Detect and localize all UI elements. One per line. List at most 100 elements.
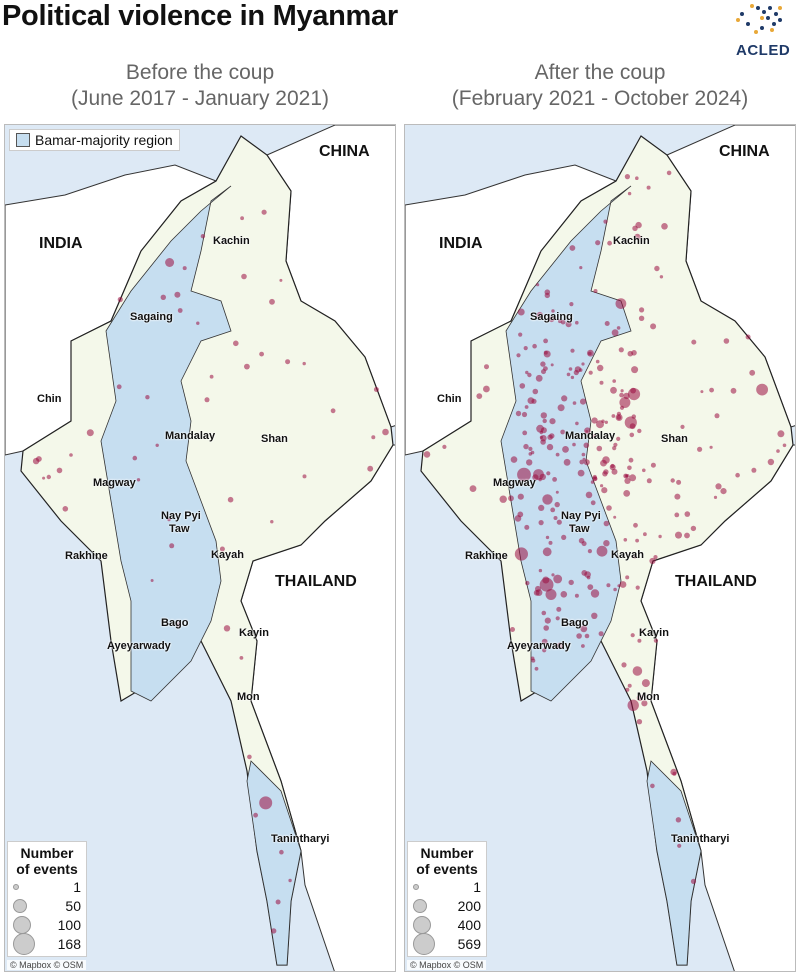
event-dot xyxy=(539,435,543,439)
event-dot xyxy=(590,500,596,506)
event-dot xyxy=(670,478,675,483)
event-dot xyxy=(603,520,610,527)
subtitle-before: Before the coup (June 2017 - January 2021… xyxy=(71,61,329,110)
event-dot xyxy=(167,517,171,522)
event-dot xyxy=(584,427,591,435)
legend-row: 200 xyxy=(413,896,481,915)
event-dot xyxy=(566,372,571,377)
legend-row: 1 xyxy=(13,877,81,896)
legend-row: 1 xyxy=(413,877,481,896)
event-dot xyxy=(713,495,718,499)
event-dot xyxy=(557,642,564,649)
event-dot xyxy=(569,524,573,528)
event-dot xyxy=(517,511,524,518)
event-dot xyxy=(524,524,530,530)
event-dot xyxy=(540,412,547,419)
event-dot xyxy=(649,557,656,565)
event-dot xyxy=(661,223,668,230)
legend-value: 1 xyxy=(73,878,81,895)
event-dot xyxy=(583,459,590,466)
event-dot xyxy=(578,537,585,544)
event-dot xyxy=(528,452,533,456)
event-dot xyxy=(714,413,720,419)
event-dot xyxy=(36,456,42,462)
region-label-sagaing: Sagaing xyxy=(530,311,573,323)
region-label-mon: Mon xyxy=(237,691,260,703)
event-dot xyxy=(483,385,490,393)
map-credit[interactable]: © Mapbox © OSM xyxy=(407,960,487,970)
event-dot xyxy=(631,414,636,419)
event-dot xyxy=(624,477,631,484)
legend-circle xyxy=(413,915,431,934)
event-dot xyxy=(200,234,206,239)
event-dot xyxy=(541,638,548,645)
event-dot xyxy=(581,644,585,648)
event-dot xyxy=(675,817,682,823)
event-dot xyxy=(116,384,122,390)
event-dot xyxy=(641,700,648,707)
event-dot xyxy=(542,547,552,557)
event-dot xyxy=(690,878,697,885)
event-dot xyxy=(627,683,632,688)
map-credit[interactable]: © Mapbox © OSM xyxy=(7,960,87,970)
event-dot xyxy=(526,459,533,466)
event-dot xyxy=(516,353,521,358)
region-label-chin: Chin xyxy=(37,393,62,405)
event-dot xyxy=(46,474,51,480)
subtitle-after: After the coup (February 2021 - October 2… xyxy=(451,61,749,110)
country-label-china: CHINA xyxy=(719,143,770,160)
event-dot xyxy=(469,485,477,492)
event-dot xyxy=(646,185,651,190)
event-dot xyxy=(562,446,569,453)
event-dot xyxy=(525,370,529,375)
event-dot xyxy=(239,656,244,660)
country-label-china: CHINA xyxy=(319,143,370,160)
event-dot xyxy=(269,298,275,305)
event-dot xyxy=(709,445,713,449)
legend-circle xyxy=(13,915,31,934)
event-dot xyxy=(521,411,528,418)
event-dot xyxy=(552,477,557,482)
event-dot xyxy=(532,474,539,481)
legend-value: 1 xyxy=(473,878,481,895)
event-dot xyxy=(619,581,627,588)
event-dot xyxy=(590,589,600,598)
event-dot xyxy=(666,170,672,176)
event-dot xyxy=(709,387,714,393)
event-dot xyxy=(240,216,245,221)
event-dot xyxy=(598,631,604,637)
event-dots xyxy=(423,170,787,885)
event-dot xyxy=(523,443,529,450)
event-dot xyxy=(581,570,588,576)
legend-value: 50 xyxy=(65,897,81,914)
event-dot xyxy=(548,316,555,323)
event-dot xyxy=(174,291,181,298)
event-dot xyxy=(545,535,550,540)
event-dot xyxy=(543,350,548,355)
legend-row: 50 xyxy=(13,896,81,915)
event-dot xyxy=(271,928,277,934)
region-label-mandalay: Mandalay xyxy=(565,430,616,442)
event-dot xyxy=(542,494,553,505)
legend-circle xyxy=(413,883,419,890)
map-after[interactable]: Kachin Sagaing Chin Mandalay Shan Magway Nay P… xyxy=(404,124,796,972)
event-dot xyxy=(382,428,389,436)
acled-logo-text: ACLED xyxy=(736,42,791,59)
event-dot xyxy=(745,334,751,340)
event-dot xyxy=(536,283,540,287)
event-dot xyxy=(510,627,515,632)
event-dot xyxy=(523,346,528,351)
event-dot xyxy=(531,398,537,404)
event-dot xyxy=(570,348,575,353)
region-label-kachin: Kachin xyxy=(213,235,250,247)
event-dot xyxy=(160,294,166,300)
map-before[interactable]: Kachin Sagaing Chin Mandalay Shan Magway Nay P… xyxy=(4,124,396,972)
event-dot xyxy=(581,452,586,457)
event-dot xyxy=(619,405,625,410)
event-dot xyxy=(587,584,594,590)
event-dot xyxy=(684,532,690,539)
bamar-region-tanintharyi xyxy=(246,760,302,966)
legend-value: 400 xyxy=(457,916,481,933)
event-dot xyxy=(288,878,292,883)
event-dot xyxy=(585,491,593,499)
